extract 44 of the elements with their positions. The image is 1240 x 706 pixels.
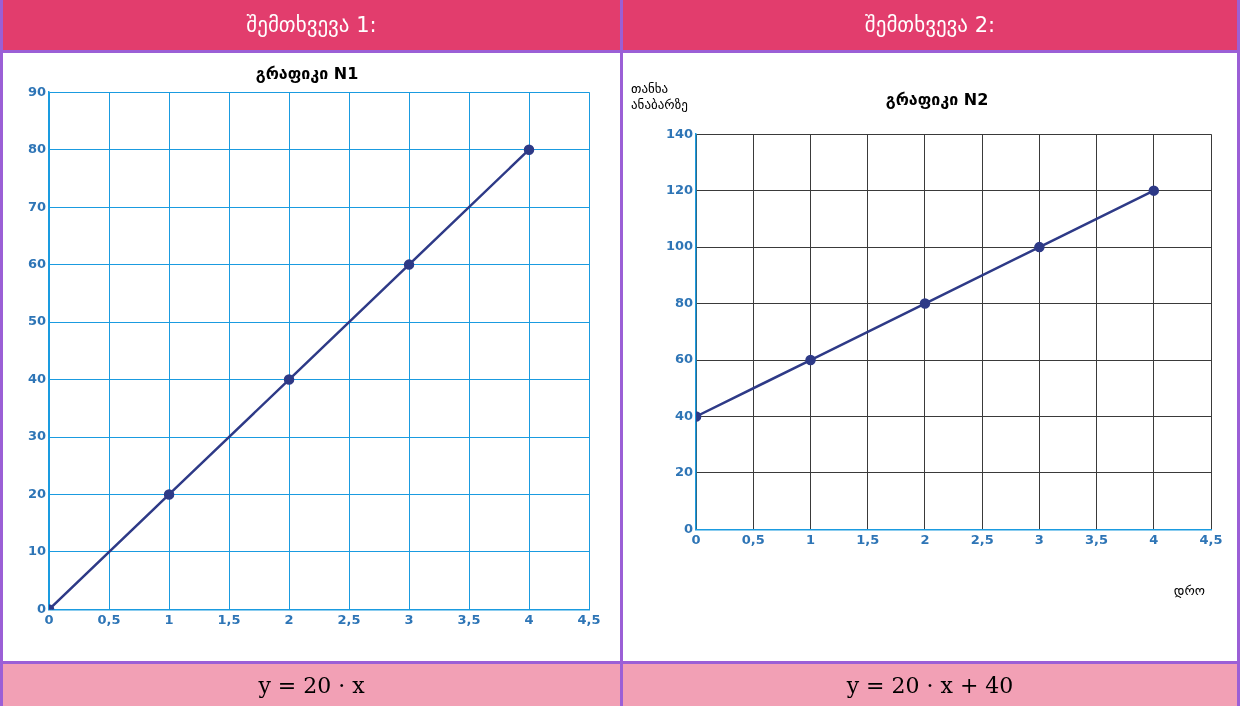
y-axis-title: თანხა ანაბარზე [631,81,689,113]
y-tick-label: 90 [28,83,47,99]
y-tick-label: 20 [28,485,47,501]
x-tick-label: 1,5 [217,611,241,627]
x-tick-label: 2,5 [970,531,994,547]
text: შემთხვევა 1: [3,0,620,53]
y-tick-label: 100 [666,238,694,254]
chart-title: გრაფიკი N1 [255,63,359,83]
x-tick-label: 4,5 [1199,531,1223,547]
x-tick-label: 1,5 [856,531,880,547]
x-tick-label: 3,5 [1085,531,1109,547]
text: y = 20 · x + 40 [623,661,1237,706]
x-tick-label: 3 [1034,531,1044,547]
y-tick-label: 120 [666,182,694,198]
y-tick-label: 50 [28,313,47,329]
y-tick-label: 40 [675,407,694,423]
y-tick-label: 80 [675,294,694,310]
x-tick-label: 2 [920,531,930,547]
x-tick-label: 0,5 [741,531,765,547]
y-tick-label: 0 [684,520,694,536]
x-tick-label: 2 [284,611,294,627]
x-tick-label: 4,5 [577,611,601,627]
x-tick-label: 3,5 [457,611,481,627]
x-tick-label: 4 [524,611,534,627]
x-tick-label: 1 [806,531,816,547]
y-tick-label: 0 [37,600,47,616]
text: y = 20 · x [3,661,620,706]
y-tick-label: 60 [675,351,694,367]
y-tick-label: 80 [28,141,47,157]
chart-title: გრაფიკი N2 [885,89,989,109]
x-axis-title: დრო [1173,583,1205,598]
y-tick-label: 20 [675,464,694,480]
x-tick-label: 2,5 [337,611,361,627]
x-tick-label: 4 [1149,531,1159,547]
y-tick-label: 10 [28,543,47,559]
y-tick-label: 40 [28,370,47,386]
y-tick-label: 70 [28,198,47,214]
text: შემთხვევა 2: [623,0,1237,53]
y-tick-label: 30 [28,428,47,444]
y-tick-label: 60 [28,255,47,271]
y-tick-label: 140 [666,125,694,141]
x-tick-label: 1 [164,611,174,627]
x-tick-label: 3 [404,611,414,627]
x-tick-label: 0,5 [97,611,121,627]
